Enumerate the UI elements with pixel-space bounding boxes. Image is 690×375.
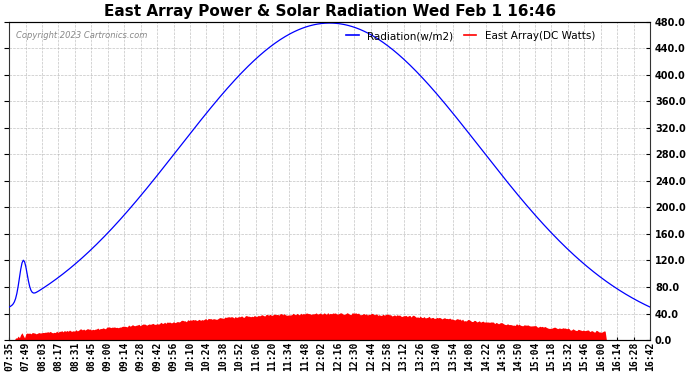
Legend: Radiation(w/m2), East Array(DC Watts): Radiation(w/m2), East Array(DC Watts): [342, 27, 599, 45]
Text: Copyright 2023 Cartronics.com: Copyright 2023 Cartronics.com: [16, 31, 147, 40]
Title: East Array Power & Solar Radiation Wed Feb 1 16:46: East Array Power & Solar Radiation Wed F…: [104, 4, 555, 19]
